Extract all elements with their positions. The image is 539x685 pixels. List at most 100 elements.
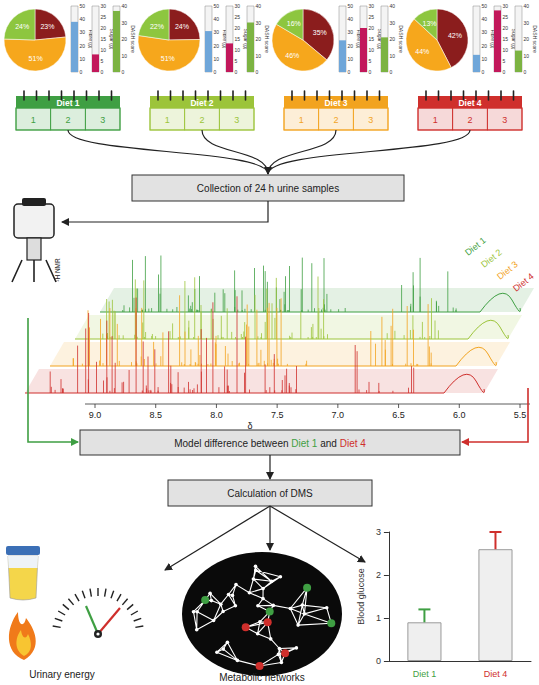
svg-text:Calculation of DMS: Calculation of DMS [227, 488, 313, 499]
svg-text:0: 0 [348, 69, 351, 75]
svg-text:5.5: 5.5 [514, 410, 527, 420]
svg-text:10: 10 [369, 47, 375, 53]
svg-text:8.0: 8.0 [210, 410, 223, 420]
svg-text:10: 10 [390, 53, 396, 59]
svg-text:2: 2 [65, 115, 70, 125]
svg-text:Diet 1: Diet 1 [463, 235, 488, 257]
svg-text:3: 3 [376, 527, 381, 537]
svg-text:1: 1 [376, 613, 381, 623]
svg-text:25: 25 [503, 14, 509, 20]
svg-text:30: 30 [348, 29, 354, 35]
svg-text:0: 0 [524, 69, 527, 75]
svg-text:Diet 4: Diet 4 [458, 98, 481, 108]
svg-text:1: 1 [31, 115, 36, 125]
svg-text:40: 40 [524, 3, 530, 9]
svg-text:5: 5 [503, 58, 506, 64]
svg-text:10: 10 [482, 56, 488, 62]
svg-text:30: 30 [369, 3, 375, 9]
svg-text:35%: 35% [313, 29, 327, 36]
svg-text:1: 1 [165, 115, 170, 125]
svg-text:15: 15 [369, 36, 375, 42]
svg-text:20: 20 [482, 43, 488, 49]
svg-text:16%: 16% [287, 20, 301, 27]
svg-text:0: 0 [80, 69, 83, 75]
svg-text:10: 10 [348, 56, 354, 62]
svg-text:2: 2 [376, 570, 381, 580]
svg-text:¹H NMR: ¹H NMR [54, 258, 61, 282]
svg-text:3: 3 [234, 115, 239, 125]
svg-text:Blood glucose: Blood glucose [356, 568, 366, 625]
svg-text:DASH score: DASH score [532, 25, 538, 53]
svg-text:46%: 46% [285, 52, 299, 59]
svg-text:DASH score: DASH score [264, 25, 270, 53]
svg-text:Diet 3: Diet 3 [324, 98, 347, 108]
svg-text:40: 40 [390, 3, 396, 9]
svg-text:1: 1 [433, 115, 438, 125]
svg-text:0: 0 [376, 656, 381, 666]
svg-text:Diet 1: Diet 1 [413, 669, 437, 679]
svg-text:6.0: 6.0 [453, 410, 466, 420]
svg-text:10: 10 [256, 53, 262, 59]
svg-text:3: 3 [368, 115, 373, 125]
svg-text:24%: 24% [175, 23, 189, 30]
svg-text:30: 30 [503, 3, 509, 9]
svg-text:5: 5 [369, 58, 372, 64]
svg-text:40: 40 [214, 16, 220, 22]
svg-text:6.5: 6.5 [392, 410, 405, 420]
svg-text:30: 30 [235, 3, 241, 9]
svg-text:20: 20 [524, 36, 530, 42]
svg-text:8.5: 8.5 [149, 410, 162, 420]
svg-text:20: 20 [214, 43, 220, 49]
svg-text:2: 2 [199, 115, 204, 125]
svg-text:40: 40 [348, 16, 354, 22]
svg-text:44%: 44% [415, 48, 429, 55]
svg-text:Diet 4: Diet 4 [484, 669, 508, 679]
svg-text:22%: 22% [150, 23, 164, 30]
svg-text:0: 0 [214, 69, 217, 75]
svg-text:2: 2 [333, 115, 338, 125]
svg-text:10: 10 [214, 56, 220, 62]
svg-text:30: 30 [482, 29, 488, 35]
svg-text:0: 0 [122, 69, 125, 75]
svg-text:15: 15 [101, 36, 107, 42]
svg-text:0: 0 [101, 69, 104, 75]
svg-text:25: 25 [369, 14, 375, 20]
svg-text:20: 20 [369, 25, 375, 31]
svg-text:20: 20 [101, 25, 107, 31]
svg-text:3: 3 [100, 115, 105, 125]
svg-text:5: 5 [101, 58, 104, 64]
svg-text:1: 1 [299, 115, 304, 125]
svg-text:20: 20 [256, 36, 262, 42]
svg-text:30: 30 [101, 3, 107, 9]
svg-text:20: 20 [235, 25, 241, 31]
svg-text:Metabolic networks: Metabolic networks [219, 672, 305, 683]
svg-text:15: 15 [503, 36, 509, 42]
svg-text:10: 10 [524, 53, 530, 59]
svg-text:Diet 4: Diet 4 [511, 271, 536, 293]
svg-text:42%: 42% [448, 32, 462, 39]
svg-text:20: 20 [390, 36, 396, 42]
svg-text:Diet 1: Diet 1 [56, 98, 79, 108]
svg-text:DASH score: DASH score [130, 25, 136, 53]
svg-text:13%: 13% [423, 20, 437, 27]
svg-text:20: 20 [122, 36, 128, 42]
svg-text:Urinary energy: Urinary energy [29, 669, 95, 680]
svg-text:50: 50 [482, 3, 488, 9]
svg-text:9.0: 9.0 [89, 410, 102, 420]
svg-text:2: 2 [467, 115, 472, 125]
svg-text:50: 50 [348, 3, 354, 9]
svg-text:30: 30 [256, 20, 262, 26]
svg-text:0: 0 [482, 69, 485, 75]
svg-text:30: 30 [214, 29, 220, 35]
svg-text:20: 20 [80, 43, 86, 49]
svg-text:5: 5 [235, 58, 238, 64]
svg-text:51%: 51% [161, 55, 175, 62]
svg-text:3: 3 [502, 115, 507, 125]
svg-text:0: 0 [369, 69, 372, 75]
svg-text:0: 0 [235, 69, 238, 75]
svg-text:0: 0 [256, 69, 259, 75]
svg-text:30: 30 [80, 29, 86, 35]
svg-text:50: 50 [80, 3, 86, 9]
svg-text:10: 10 [235, 47, 241, 53]
svg-text:24%: 24% [15, 23, 29, 30]
